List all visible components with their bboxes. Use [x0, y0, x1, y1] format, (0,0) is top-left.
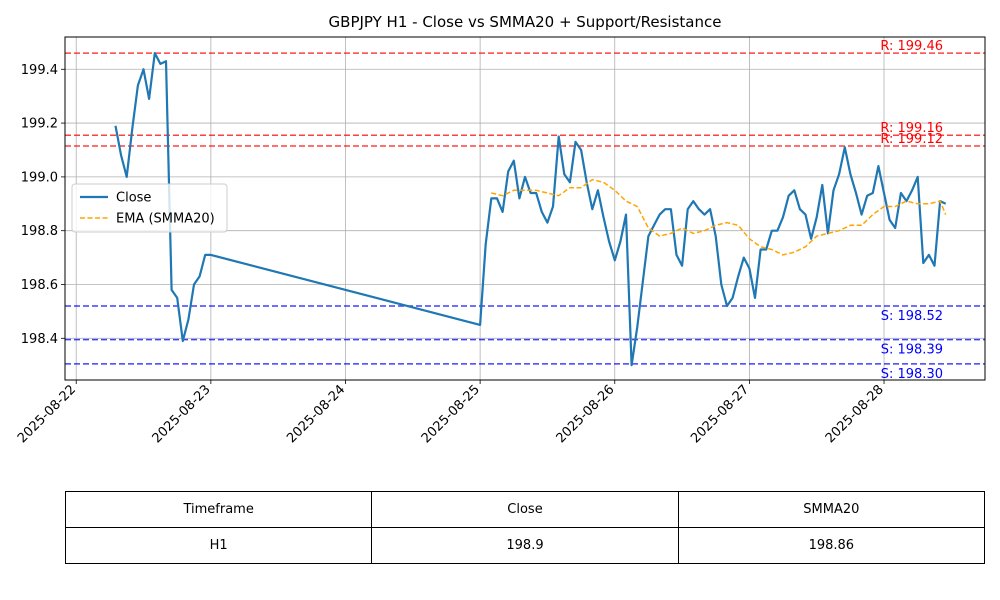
legend-box [71, 183, 228, 233]
x-tick-label: 2025-08-24 [284, 382, 348, 446]
x-tick-label: 2025-08-28 [823, 382, 887, 446]
y-tick-label: 198.8 [21, 224, 58, 239]
x-tick-label: 2025-08-22 [15, 382, 79, 446]
legend-label: EMA (SMMA20) [116, 212, 215, 227]
y-tick-label: 199.0 [21, 170, 58, 185]
y-tick-label: 198.6 [21, 278, 58, 293]
table-row: H1 198.9 198.86 [64, 527, 986, 564]
resistance-label: R: 199.12 [880, 132, 943, 147]
table-cell: 198.9 [371, 527, 679, 564]
x-tick-label: 2025-08-27 [688, 382, 752, 446]
summary-table: Timeframe Close SMMA20 H1 198.9 198.86 [64, 491, 986, 564]
resistance-label: R: 199.16 [880, 121, 943, 136]
x-tick-label: 2025-08-23 [150, 382, 214, 446]
table-header-row: Timeframe Close SMMA20 [64, 491, 986, 528]
y-tick-label: 198.4 [21, 332, 58, 347]
chart-title: GBPJPY H1 - Close vs SMMA20 + Support/Re… [329, 13, 722, 31]
table-cell: H1 [64, 527, 373, 564]
table-header-cell: Close [371, 491, 679, 528]
support-label: S: 198.30 [881, 367, 943, 382]
table-header-cell: Timeframe [64, 491, 373, 528]
resistance-label: R: 199.46 [880, 39, 943, 54]
x-tick-label: 2025-08-25 [419, 382, 483, 446]
x-tick-label: 2025-08-26 [554, 382, 618, 446]
support-label: S: 198.52 [881, 309, 943, 324]
close-series-line [114, 51, 947, 367]
y-tick-label: 199.2 [21, 117, 58, 132]
legend-label: Close [116, 191, 151, 206]
table-cell: 198.86 [677, 527, 986, 564]
smma-series-line [491, 178, 947, 256]
plot-frame [64, 36, 986, 381]
y-tick-label: 199.4 [21, 63, 58, 78]
table-header-cell: SMMA20 [677, 491, 986, 528]
chart-svg: 2025-08-22 2025-08-23 2025-08-24 2025-08-25… [15, 13, 986, 446]
support-label: S: 198.39 [881, 343, 943, 358]
